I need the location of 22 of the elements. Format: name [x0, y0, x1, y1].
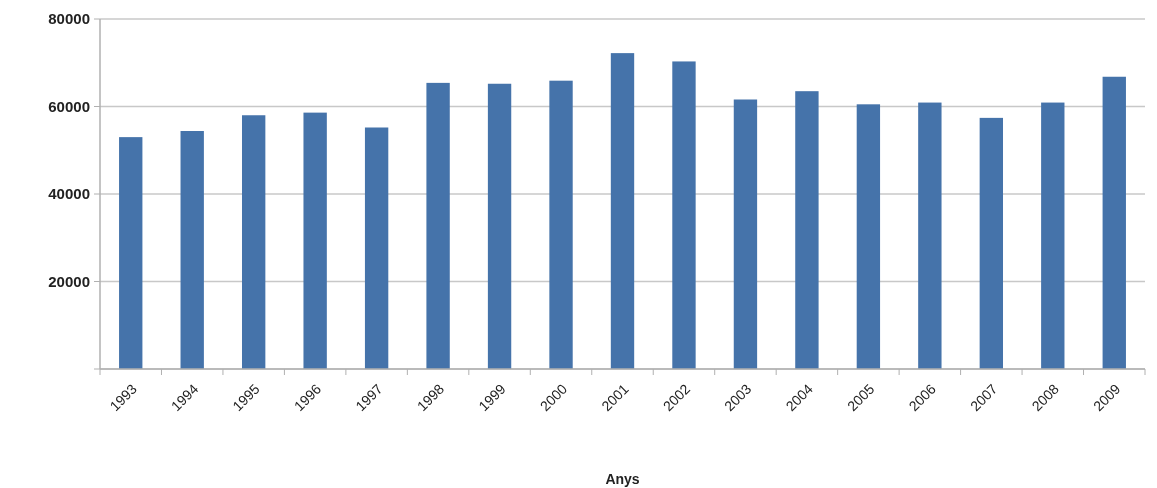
y-tick-label: 60000 — [48, 97, 90, 115]
bar — [795, 91, 819, 369]
bar — [979, 117, 1003, 369]
bar — [1041, 102, 1065, 369]
bar — [426, 82, 450, 369]
bar — [119, 137, 143, 369]
bar — [856, 104, 881, 369]
y-tick-label: 40000 — [48, 185, 90, 203]
bar — [364, 127, 389, 369]
bar — [180, 131, 204, 369]
y-tick-label: 20000 — [48, 272, 90, 290]
y-tick-label: 80000 — [48, 10, 90, 28]
bar — [672, 61, 696, 369]
bar — [733, 99, 758, 369]
bar — [549, 80, 573, 369]
bar — [918, 102, 942, 369]
bar — [610, 53, 635, 369]
bar — [1102, 76, 1126, 369]
x-axis-title: Anys — [605, 471, 640, 487]
bar — [303, 112, 327, 369]
bar — [242, 115, 266, 369]
bar — [487, 83, 512, 369]
